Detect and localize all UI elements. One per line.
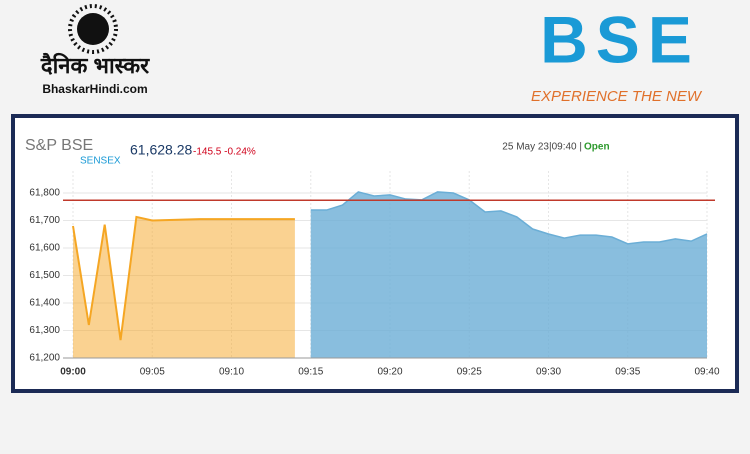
index-name: SENSEX (80, 156, 121, 167)
sun-logo (77, 13, 109, 45)
change: -145.5 -0.24% (193, 147, 256, 158)
y-tick-label: 61,700 (29, 215, 60, 226)
status: Open (584, 142, 610, 153)
y-tick-label: 61,800 (29, 188, 60, 199)
x-tick-label: 09:05 (140, 367, 165, 378)
timestamp: 25 May 23|09:40 | (502, 142, 582, 153)
sun-rays (68, 4, 118, 54)
bse-logo: BSE (540, 2, 700, 76)
line (72, 215, 295, 341)
y-tick-label: 61,400 (29, 298, 60, 309)
y-tick-label: 61,600 (29, 243, 60, 254)
brand: दैनिक भास्कर (40, 52, 150, 78)
x-tick-label: 09:15 (298, 367, 323, 378)
x-tick-label: 09:30 (536, 367, 561, 378)
price: 61,628.28 (130, 142, 192, 158)
x-tick-label: 09:20 (377, 367, 402, 378)
area (310, 191, 707, 358)
x-tick-label: 09:10 (219, 367, 244, 378)
tagline: EXPERIENCE THE NEW (531, 88, 703, 105)
x-tick-label: 09:40 (694, 367, 719, 378)
y-tick-label: 61,500 (29, 270, 60, 281)
index-brand: S&P BSE (25, 137, 93, 154)
x-tick-label: 09:25 (457, 367, 482, 378)
site: BhaskarHindi.com (42, 82, 147, 96)
line (310, 191, 708, 245)
x-tick-label: 09:00 (60, 367, 86, 378)
y-tick-label: 61,200 (29, 353, 60, 364)
x-tick-label: 09:35 (615, 367, 640, 378)
y-tick-label: 61,300 (29, 325, 60, 336)
area (73, 216, 295, 358)
